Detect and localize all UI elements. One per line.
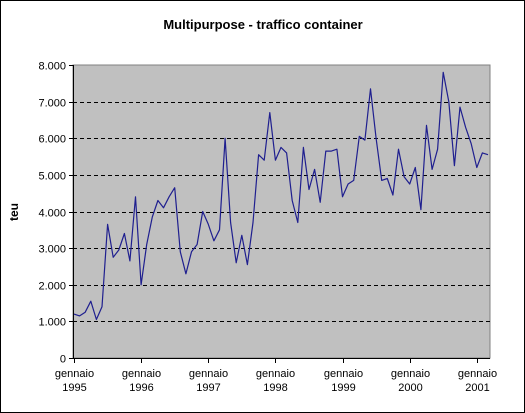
y-tick-label: 2.000	[38, 281, 66, 293]
x-tick-label-year: 1996	[129, 382, 153, 394]
x-tick-label-month: gennaio	[391, 368, 430, 380]
x-tick-label-year: 1999	[331, 382, 355, 394]
y-tick-label: 8.000	[38, 61, 66, 73]
x-tick-label-year: 1995	[62, 382, 86, 394]
y-axis-title: teu	[7, 203, 21, 221]
y-tick-label: 1.000	[38, 317, 66, 329]
x-tick-label-year: 1997	[196, 382, 220, 394]
chart-title: Multipurpose - traffico container	[163, 17, 362, 32]
x-tick-label-year: 2001	[465, 382, 489, 394]
y-tick-label: 4.000	[38, 208, 66, 220]
y-tick-label: 0	[60, 354, 66, 366]
series-layer	[73, 71, 489, 321]
x-tick-label-month: gennaio	[189, 368, 228, 380]
y-tick-label: 7.000	[38, 98, 66, 110]
x-tick-labels: gennaio 1995 gennaio 1996 gennaio 1997 gennaio…	[55, 368, 497, 394]
x-tick-label-month: gennaio	[122, 368, 161, 380]
series-line	[73, 71, 489, 321]
x-tick-label-year: 2000	[398, 382, 422, 394]
y-tick-labels: 0 1.000 2.000 3.000 4.000 5.000 6.000 7.000 8.00…	[38, 61, 66, 366]
plot-area	[72, 64, 491, 359]
x-tick-label-month: gennaio	[55, 368, 94, 380]
y-tick-label: 5.000	[38, 171, 66, 183]
y-tick-label: 6.000	[38, 134, 66, 146]
x-tick-label-month: gennaio	[458, 368, 497, 380]
axes	[69, 65, 490, 363]
y-tick-label: 3.000	[38, 244, 66, 256]
x-tick-label-month: gennaio	[324, 368, 363, 380]
x-tick-label-year: 1998	[263, 382, 287, 394]
x-tick-label-month: gennaio	[256, 368, 295, 380]
